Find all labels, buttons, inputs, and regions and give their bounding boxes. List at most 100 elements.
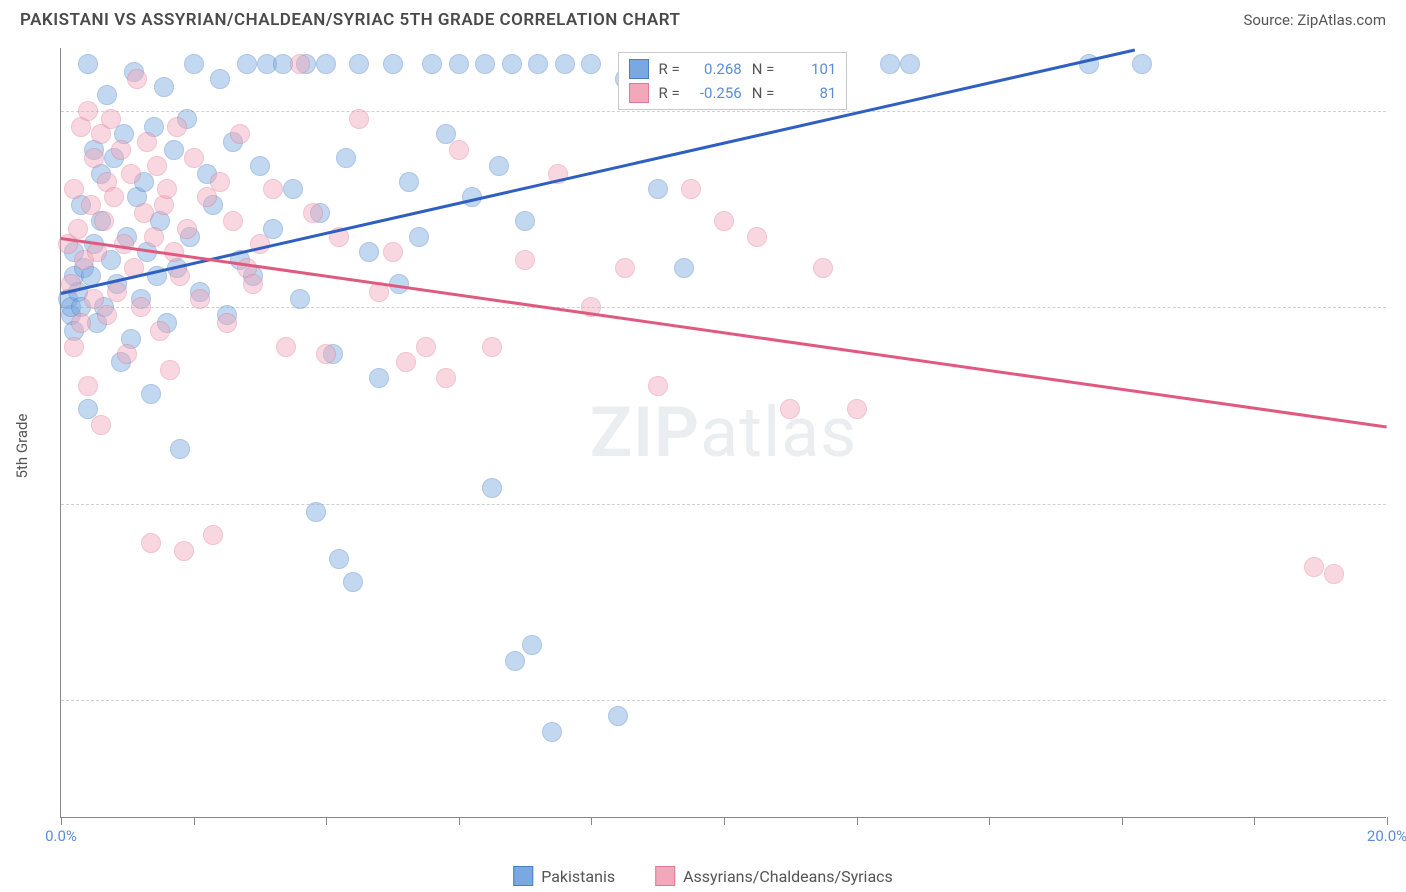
data-point [157,179,177,199]
grid-line [61,504,1386,505]
grid-line [61,111,1386,112]
data-point [306,502,326,522]
data-point [608,706,628,726]
data-point [714,211,734,231]
swatch-pakistanis [513,866,533,886]
data-point [780,399,800,419]
data-point [416,337,436,357]
data-point [117,344,137,364]
grid-line [61,307,1386,308]
data-point [144,227,164,247]
data-point [505,651,525,671]
data-point [121,164,141,184]
r-label: R = [659,57,680,81]
legend-item-assyrians: Assyrians/Chaldeans/Syriacs [655,866,893,886]
data-point [336,148,356,168]
n-value: 81 [784,81,836,105]
data-point [422,54,442,74]
data-point [78,54,98,74]
legend-swatch [629,83,649,103]
data-point [91,415,111,435]
data-point [1304,557,1324,577]
data-point [94,211,114,231]
legend-item-pakistanis: Pakistanis [513,866,615,886]
data-point [502,54,522,74]
data-point [542,722,562,742]
data-point [167,117,187,137]
data-point [515,250,535,270]
data-point [97,305,117,325]
x-tick [1387,817,1388,825]
x-tick [989,817,990,825]
data-point [230,124,250,144]
y-tick-label: 97.5% [1392,298,1406,316]
data-point [177,219,197,239]
data-point [449,140,469,160]
data-point [141,384,161,404]
legend-label-pakistanis: Pakistanis [541,867,615,886]
data-point [283,179,303,199]
data-point [522,635,542,655]
data-point [343,572,363,592]
x-tick [326,817,327,825]
data-point [154,77,174,97]
data-point [184,148,204,168]
x-tick-label: 20.0% [1367,827,1406,845]
y-axis-label: 5th Grade [13,414,31,479]
swatch-assyrians [655,866,675,886]
data-point [210,69,230,89]
data-point [329,549,349,569]
legend-row: R =-0.256N =81 [629,81,837,105]
data-point [383,54,403,74]
data-point [223,211,243,231]
data-point [316,54,336,74]
watermark-zip: ZIP [590,392,700,474]
data-point [316,344,336,364]
data-point [648,376,668,396]
data-point [210,172,230,192]
data-point [147,156,167,176]
data-point [482,478,502,498]
data-point [436,368,456,388]
data-point [64,337,84,357]
data-point [1324,564,1344,584]
data-point [396,352,416,372]
x-tick [1122,817,1123,825]
data-point [515,211,535,231]
data-point [369,368,389,388]
data-point [111,140,131,160]
x-tick-label: 0.0% [45,827,77,845]
watermark: ZIPatlas [590,392,858,474]
data-point [489,156,509,176]
data-point [64,179,84,199]
data-point [78,376,98,396]
legend-label-assyrians: Assyrians/Chaldeans/Syriacs [683,867,893,886]
data-point [674,258,694,278]
data-point [349,109,369,129]
data-point [681,179,701,199]
data-point [555,54,575,74]
data-point [97,85,117,105]
data-point [150,321,170,341]
data-point [847,399,867,419]
data-point [160,360,180,380]
data-point [170,439,190,459]
legend-row: R =0.268N =101 [629,57,837,81]
data-point [290,54,310,74]
x-tick [459,817,460,825]
x-tick [194,817,195,825]
data-point [409,227,429,247]
data-point [383,242,403,262]
data-point [141,533,161,553]
data-point [449,54,469,74]
data-point [101,109,121,129]
data-point [880,54,900,74]
trend-line [61,237,1387,428]
chart-header: PAKISTANI VS ASSYRIAN/CHALDEAN/SYRIAC 5T… [0,0,1406,34]
data-point [900,54,920,74]
data-point [1132,54,1152,74]
x-tick [857,817,858,825]
data-point [528,54,548,74]
data-point [190,289,210,309]
data-point [475,54,495,74]
